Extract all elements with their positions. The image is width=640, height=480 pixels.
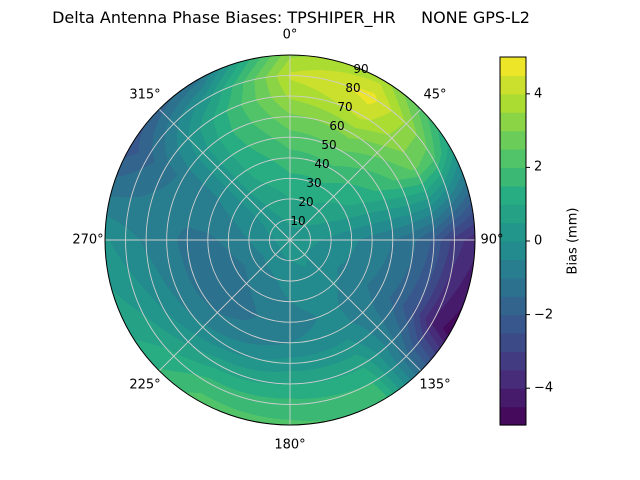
radial-tick-90: 90 bbox=[353, 62, 369, 76]
radial-tick-50: 50 bbox=[321, 138, 337, 152]
radial-tick-30: 30 bbox=[306, 176, 322, 190]
colorbar-tick-neg2: −2 bbox=[534, 307, 554, 323]
angle-tick-315: 315° bbox=[129, 87, 161, 103]
colorbar-tick-0: 0 bbox=[534, 233, 543, 249]
colorbar-axis-label: Bias (mm) bbox=[565, 207, 581, 275]
radial-tick-10: 10 bbox=[290, 214, 306, 228]
radial-tick-80: 80 bbox=[345, 81, 361, 95]
radial-tick-60: 60 bbox=[329, 119, 345, 133]
colorbar-tick-2: 2 bbox=[534, 159, 543, 175]
colorbar-tick-4: 4 bbox=[534, 86, 543, 102]
chart-title: Delta Antenna Phase Biases: TPSHIPER_HR … bbox=[52, 8, 530, 27]
radial-tick-20: 20 bbox=[298, 195, 314, 209]
angle-tick-180: 180° bbox=[274, 437, 306, 453]
angle-tick-225: 225° bbox=[129, 377, 161, 393]
angle-tick-90: 90° bbox=[480, 232, 504, 248]
angle-tick-45: 45° bbox=[423, 87, 447, 103]
radial-tick-40: 40 bbox=[314, 157, 330, 171]
angle-tick-270: 270° bbox=[72, 232, 104, 248]
radial-tick-70: 70 bbox=[337, 100, 353, 114]
angle-tick-135: 135° bbox=[419, 377, 451, 393]
angle-tick-0: 0° bbox=[282, 27, 298, 43]
colorbar-tick-neg4: −4 bbox=[534, 380, 554, 396]
